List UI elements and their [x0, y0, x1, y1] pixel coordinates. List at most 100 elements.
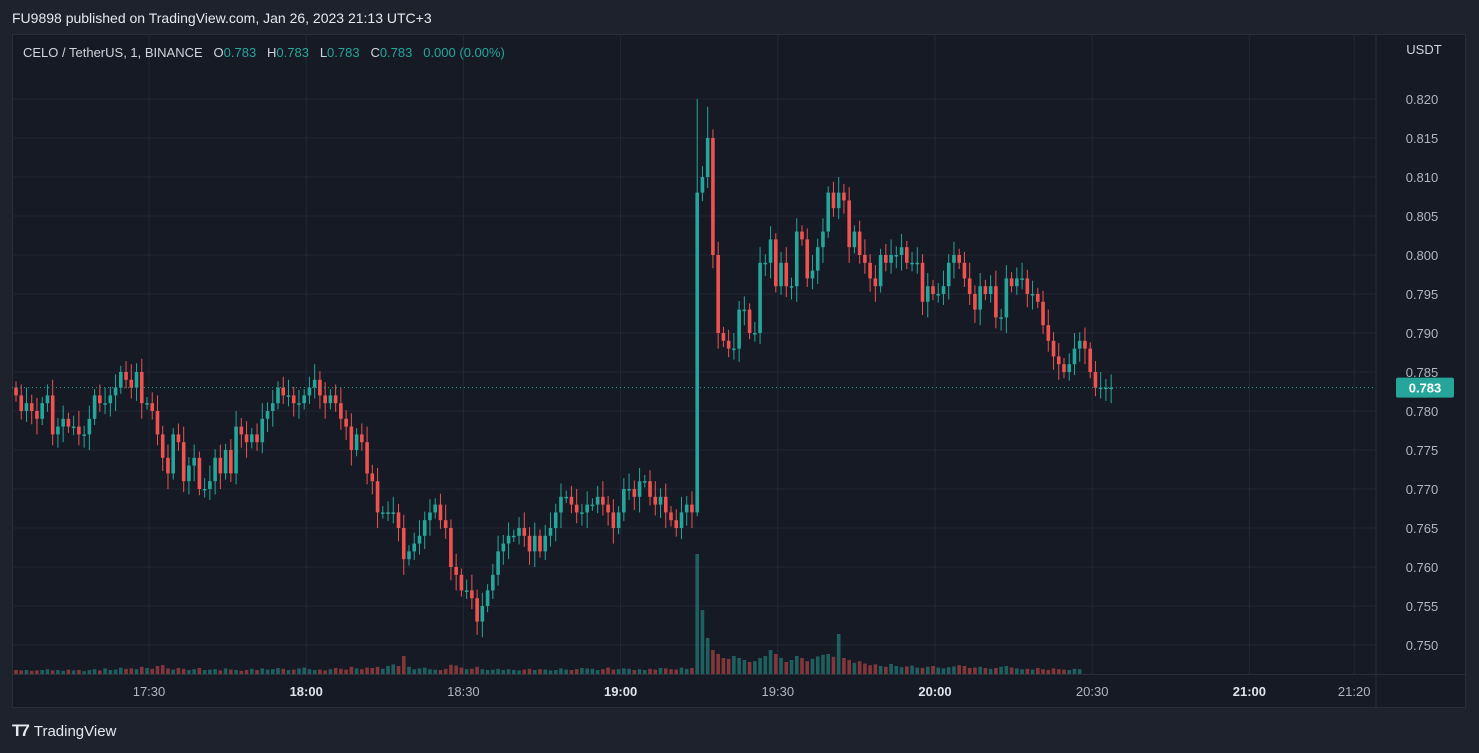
candle-body — [98, 395, 102, 404]
candle-body — [742, 309, 747, 312]
candle — [260, 403, 265, 454]
candle — [873, 265, 878, 302]
volume-bar — [836, 634, 841, 674]
candle — [291, 386, 296, 417]
volume-bar — [564, 669, 568, 674]
candlestick-chart[interactable]: 0.750 0.755 0.760 0.765 0.770 0.775 0.780 0.785… — [12, 34, 1466, 708]
volume-bar — [857, 661, 862, 674]
chart-panel[interactable] — [12, 34, 1466, 708]
candle — [553, 503, 558, 542]
y-tick-label: 0.800 — [1406, 248, 1439, 263]
candle — [590, 498, 595, 511]
volume-bar — [553, 670, 558, 674]
volume-bar — [475, 666, 479, 674]
volume-bar — [19, 670, 24, 674]
candle — [124, 361, 128, 389]
candle-body — [590, 504, 595, 507]
candle — [1036, 287, 1040, 309]
volume-bar — [800, 658, 804, 674]
candle-body — [113, 387, 118, 396]
candle — [496, 535, 500, 586]
candle-body — [774, 239, 778, 287]
candle-body — [1083, 340, 1087, 349]
y-tick-label: 0.780 — [1406, 404, 1439, 419]
volume-bar — [417, 668, 422, 674]
volume-bar — [669, 669, 673, 674]
y-tick-label: 0.750 — [1406, 638, 1439, 653]
candle-body — [443, 520, 448, 528]
candle — [910, 251, 914, 272]
tradingview-brand[interactable]: T7 TradingView — [12, 721, 116, 741]
candle — [464, 579, 469, 599]
candle — [244, 421, 249, 458]
candle — [443, 504, 448, 539]
candle-body — [1098, 387, 1103, 390]
candle-body — [747, 309, 752, 333]
volume-bar — [485, 670, 490, 674]
candle-body — [574, 504, 579, 513]
candle-body — [637, 481, 642, 497]
candle — [538, 529, 542, 558]
candle-body — [323, 395, 327, 404]
candle — [1025, 269, 1030, 308]
candle-body — [297, 403, 301, 405]
candle — [171, 428, 175, 480]
candle-body — [1036, 294, 1040, 302]
volume-bar — [187, 670, 191, 674]
open-value: 0.783 — [223, 45, 257, 60]
candle-body — [19, 395, 24, 411]
volume-bar — [360, 669, 364, 674]
volume-bar — [946, 667, 951, 674]
candle — [485, 584, 490, 613]
volume-bar — [973, 667, 977, 674]
volume-bar — [831, 656, 836, 674]
x-tick-label: 21:00 — [1233, 684, 1266, 699]
candle-body — [386, 512, 390, 514]
candle — [616, 506, 621, 535]
candle-body — [438, 504, 443, 521]
symbol-name[interactable]: CELO / TetherUS, 1, BINANCE — [23, 45, 203, 60]
volume-bar — [276, 668, 280, 674]
volume-bar — [868, 665, 872, 674]
candle — [878, 248, 883, 293]
candle — [312, 364, 317, 399]
candle-body — [50, 395, 55, 435]
candle-body — [250, 434, 254, 443]
candle — [333, 384, 338, 412]
candle — [611, 499, 616, 544]
volume-bar — [952, 666, 956, 674]
candle — [344, 410, 348, 440]
candle-body — [957, 255, 961, 263]
candle-body — [1067, 364, 1072, 372]
volume-bar — [229, 669, 233, 674]
candle-body — [732, 348, 736, 351]
y-tick-label: 0.820 — [1406, 92, 1439, 107]
candle — [742, 296, 747, 326]
candle — [663, 483, 668, 528]
candle — [669, 506, 673, 527]
volume-bar — [438, 670, 443, 674]
volume-bar — [354, 668, 359, 674]
candle-body — [475, 598, 479, 622]
volume-bar — [1030, 669, 1035, 674]
candle-body — [134, 372, 139, 388]
candle — [705, 106, 710, 188]
candle — [155, 395, 160, 446]
candle — [601, 481, 605, 516]
candle-body — [962, 262, 967, 279]
volume-bar — [805, 661, 810, 674]
candle-body — [794, 231, 799, 287]
candle — [239, 418, 244, 448]
candle-body — [753, 333, 757, 335]
candle-body — [784, 262, 789, 287]
volume-bar — [302, 667, 306, 674]
candle-body — [506, 535, 511, 544]
candle — [375, 467, 380, 528]
volume-bar — [794, 656, 799, 674]
volume-bar — [889, 664, 893, 674]
volume-bar — [747, 662, 752, 674]
candle-body — [737, 309, 741, 349]
candle — [339, 387, 343, 430]
candle-body — [994, 286, 998, 318]
currency-label: USDT — [1406, 42, 1441, 57]
